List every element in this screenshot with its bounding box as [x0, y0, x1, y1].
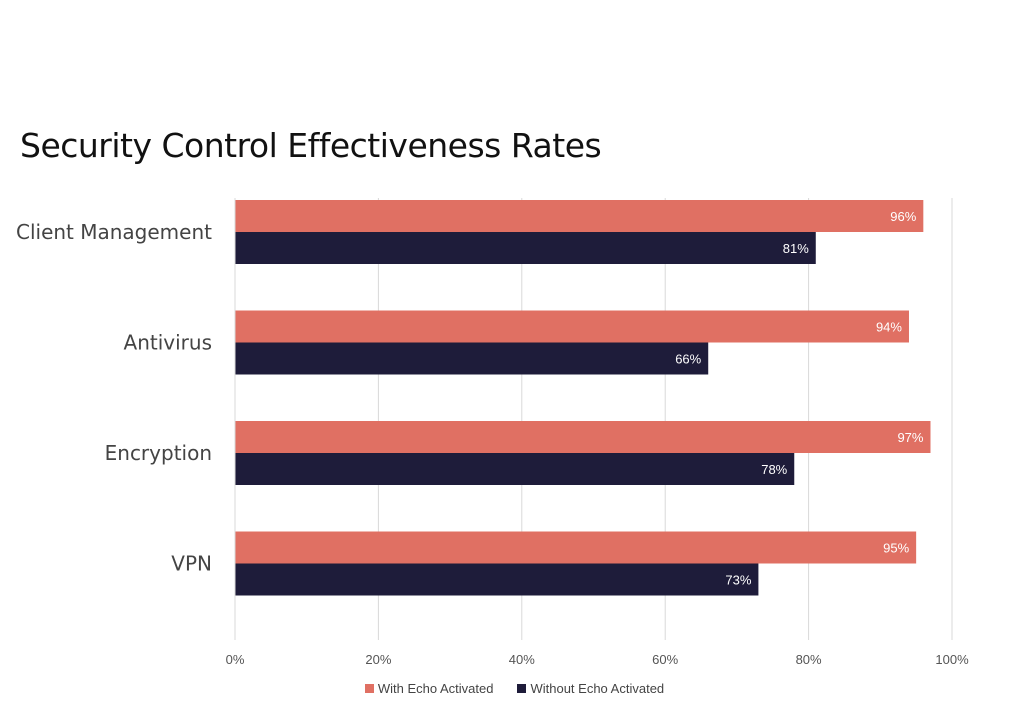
- data-label-1-2: 78%: [761, 462, 787, 477]
- data-label-1-1: 66%: [675, 352, 701, 367]
- data-label-0-0: 96%: [890, 209, 916, 224]
- bar-1-2: [235, 453, 795, 485]
- bar-0-3: [235, 531, 917, 564]
- bar-0-2: [235, 421, 931, 453]
- data-label-1-3: 73%: [725, 573, 751, 588]
- legend-item-1: Without Echo Activated: [517, 681, 664, 696]
- bar-1-1: [235, 342, 709, 375]
- legend-swatch-1: [517, 684, 527, 693]
- category-label-1: Antivirus: [124, 331, 212, 355]
- x-tick-label-80: 80%: [796, 652, 822, 667]
- legend-label-1: Without Echo Activated: [530, 681, 665, 696]
- category-label-3: VPN: [171, 552, 212, 576]
- x-tick-label-20: 20%: [365, 652, 391, 667]
- legend: With Echo Activated Without Echo Activate…: [0, 681, 1029, 696]
- x-tick-label-40: 40%: [509, 652, 535, 667]
- bar-1-3: [235, 563, 759, 596]
- category-label-0: Client Management: [16, 220, 212, 244]
- bar-1-0: [235, 232, 816, 264]
- data-label-1-0: 81%: [783, 241, 809, 256]
- legend-item-0: With Echo Activated: [364, 681, 494, 696]
- x-tick-label-0: 0%: [226, 652, 245, 667]
- legend-label-0: With Echo Activated: [377, 681, 494, 696]
- data-label-0-3: 95%: [883, 541, 909, 556]
- x-tick-label-60: 60%: [652, 652, 678, 667]
- bar-0-0: [235, 200, 924, 232]
- legend-swatch-0: [364, 684, 374, 693]
- chart-title: Security Control Effectiveness Rates: [20, 126, 602, 165]
- data-label-0-1: 94%: [876, 320, 902, 335]
- x-tick-label-100: 100%: [935, 652, 969, 667]
- category-label-2: Encryption: [105, 441, 212, 465]
- bar-0-1: [235, 310, 909, 343]
- data-label-0-2: 97%: [897, 430, 923, 445]
